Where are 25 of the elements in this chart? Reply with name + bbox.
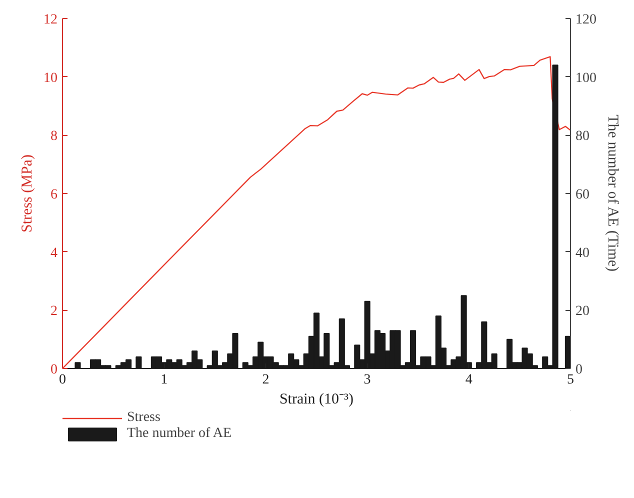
line-series [62, 56, 570, 368]
y2-axis-title: The number of AE (Time) [604, 114, 620, 272]
y-tick-label: 12 [44, 12, 58, 28]
y2-tick-label: 20 [576, 304, 590, 320]
y-tick-label: 4 [50, 246, 58, 261]
y2-tick-label: 120 [576, 12, 596, 28]
x-tick-label: 3 [364, 372, 371, 388]
y2-tick-label: 100 [576, 70, 596, 86]
x-axis-title: Strain (10⁻³) [279, 392, 354, 408]
y2-tick-label: 60 [576, 188, 590, 202]
x-tick-label: 4 [465, 372, 472, 388]
x-tick-label: 5 [567, 372, 574, 388]
y-tick-label: 2 [50, 304, 58, 320]
y-tick-label: 8 [50, 129, 58, 144]
y-tick-label: 6 [50, 188, 58, 202]
y-tick-label: 10 [44, 70, 58, 86]
y2-tick-label: 40 [576, 246, 590, 261]
legend-label: The number of AE [127, 426, 232, 442]
x-tick-label: 2 [262, 372, 270, 388]
y-tick-label: 0 [50, 362, 58, 378]
legend-label: Stress [127, 410, 160, 426]
y2-tick-label: 0 [576, 362, 582, 378]
x-tick-label: 1 [160, 372, 168, 388]
y-axis-title: Stress (MPa) [20, 154, 36, 232]
y2-tick-label: 80 [576, 129, 590, 144]
